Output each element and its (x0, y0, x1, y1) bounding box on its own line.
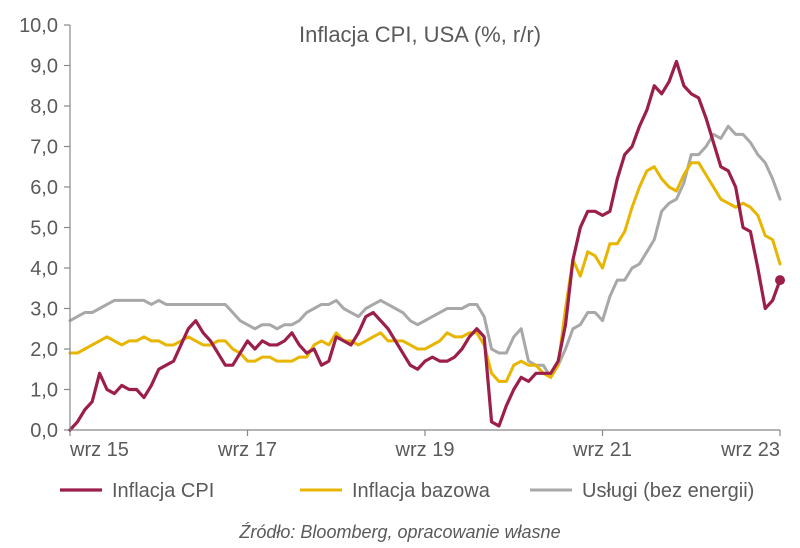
x-tick-label: wrz 17 (217, 439, 277, 461)
y-tick-label: 0,0 (30, 420, 58, 442)
y-tick-label: 9,0 (30, 56, 58, 78)
legend-label: Inflacja bazowa (352, 480, 491, 502)
y-tick-label: 1,0 (30, 380, 58, 402)
legend-label: Usługi (bez energii) (582, 480, 754, 502)
x-tick-label: wrz 19 (395, 439, 455, 461)
x-tick-label: wrz 15 (69, 439, 129, 461)
y-tick-label: 3,0 (30, 299, 58, 321)
chart-title: Inflacja CPI, USA (%, r/r) (299, 22, 541, 47)
series-line (70, 163, 780, 382)
y-tick-label: 5,0 (30, 218, 58, 240)
y-tick-label: 6,0 (30, 177, 58, 199)
y-tick-label: 8,0 (30, 96, 58, 118)
x-tick-label: wrz 23 (720, 439, 780, 461)
y-tick-label: 4,0 (30, 258, 58, 280)
series-line (70, 61, 780, 430)
chart-container: Inflacja CPI, USA (%, r/r) 0,0 1,0 2,0 3,0 4,… (0, 0, 800, 548)
x-tick-label: wrz 21 (572, 439, 632, 461)
y-tick-label: 2,0 (30, 339, 58, 361)
legend-label: Inflacja CPI (112, 480, 214, 502)
y-tick-label: 7,0 (30, 137, 58, 159)
series-line (70, 126, 780, 377)
line-chart: Inflacja CPI, USA (%, r/r) 0,0 1,0 2,0 3,0 4,… (0, 0, 800, 548)
series-end-marker (775, 275, 785, 285)
y-tick-label: 10,0 (19, 15, 58, 37)
source-text: Źródło: Bloomberg, opracowanie własne (0, 522, 800, 543)
